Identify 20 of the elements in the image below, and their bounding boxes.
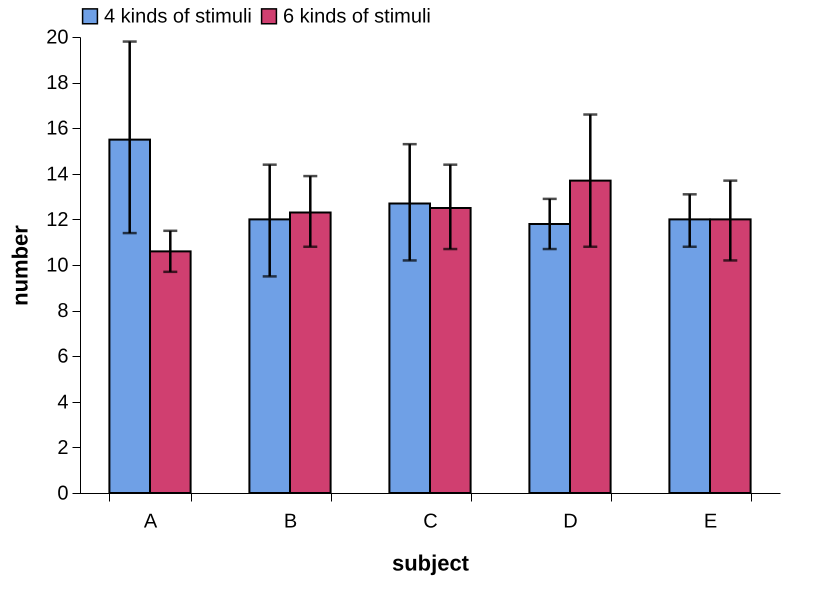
y-tick-label: 14 [46, 163, 68, 186]
x-tick-label: C [423, 510, 438, 532]
x-axis-title: subject [392, 550, 470, 576]
y-tick-label: 20 [46, 26, 68, 48]
y-axis-title: number [7, 224, 32, 306]
y-tick-label: 4 [57, 391, 68, 414]
x-tick-label: D [563, 510, 578, 532]
legend-label: 6 kinds of stimuli [283, 5, 431, 28]
y-tick-label: 12 [46, 208, 68, 231]
y-tick-label: 0 [57, 482, 68, 504]
y-tick-label: 16 [46, 118, 68, 140]
legend-label: 4 kinds of stimuli [104, 5, 252, 28]
y-tick-label: 8 [57, 300, 68, 322]
y-tick-label: 10 [46, 254, 68, 276]
x-tick-label: E [704, 510, 718, 532]
y-tick-label: 6 [57, 346, 68, 368]
y-tick-label: 2 [57, 436, 68, 459]
x-tick-label: B [284, 510, 298, 532]
y-tick-label: 18 [46, 72, 68, 94]
x-tick-label: A [144, 510, 158, 532]
